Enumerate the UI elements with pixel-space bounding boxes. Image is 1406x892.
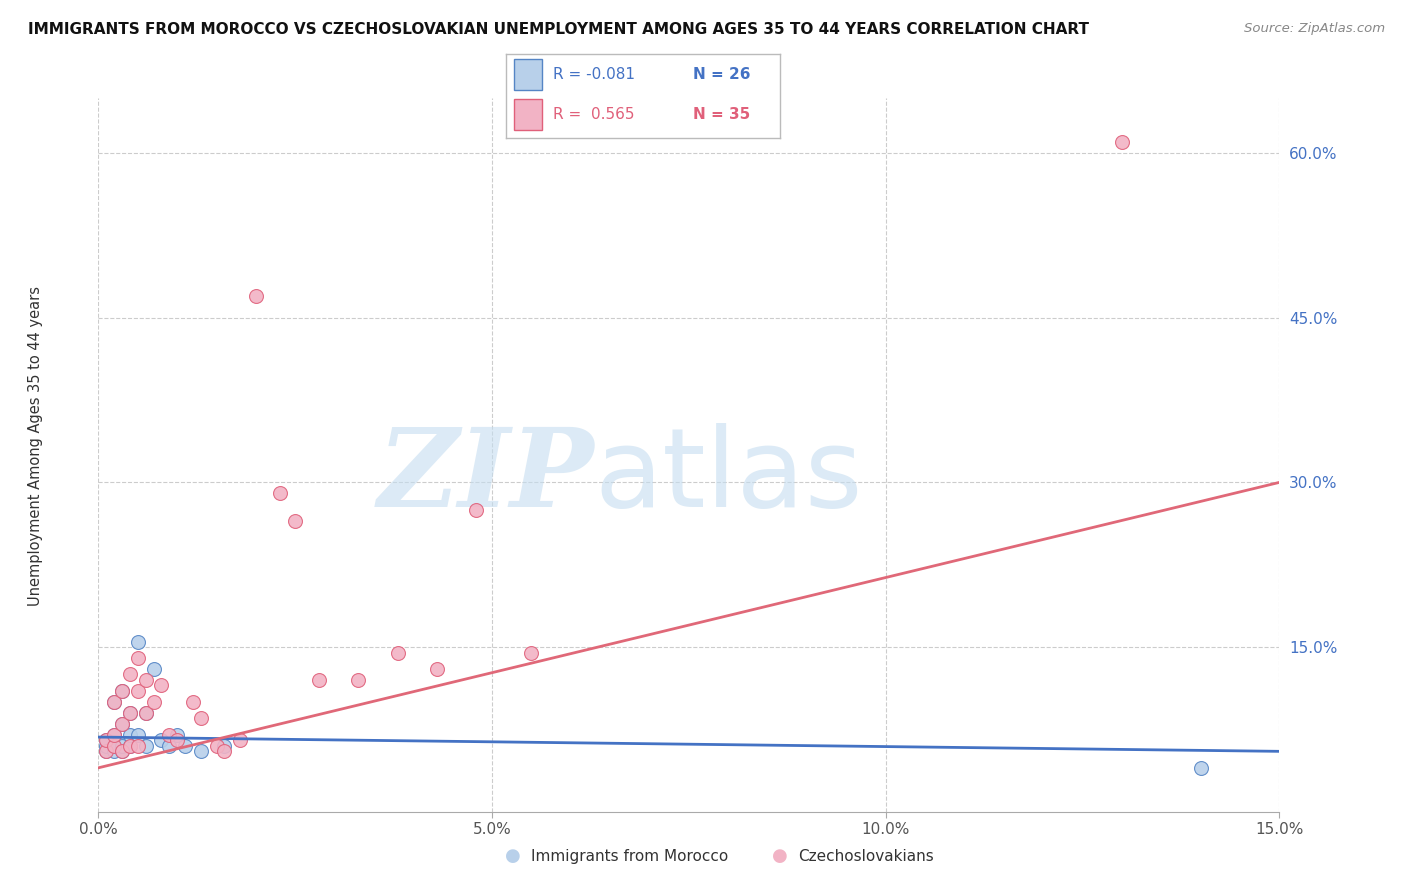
- Text: R = -0.081: R = -0.081: [553, 67, 634, 82]
- Point: [103, 695, 125, 709]
- Point: [150, 733, 173, 747]
- Point: [135, 706, 157, 720]
- Text: ●: ●: [772, 847, 789, 865]
- Point: [111, 684, 134, 698]
- Point: [465, 503, 488, 517]
- Point: [96, 739, 118, 753]
- Point: [111, 744, 134, 758]
- Point: [135, 706, 157, 720]
- Point: [127, 634, 149, 648]
- Point: [426, 662, 449, 676]
- Point: [135, 739, 157, 753]
- Point: [103, 728, 125, 742]
- Point: [347, 673, 370, 687]
- Point: [111, 744, 134, 758]
- Bar: [515, 60, 541, 90]
- Bar: [515, 99, 541, 130]
- Point: [166, 733, 188, 747]
- Point: [96, 744, 118, 758]
- Point: [127, 684, 149, 698]
- Point: [1111, 135, 1133, 149]
- Point: [118, 667, 141, 681]
- Point: [111, 684, 134, 698]
- Point: [96, 733, 118, 747]
- Point: [111, 717, 134, 731]
- Point: [127, 728, 149, 742]
- Point: [157, 728, 180, 742]
- Text: ●: ●: [505, 847, 522, 865]
- Text: N = 26: N = 26: [693, 67, 749, 82]
- Point: [214, 744, 236, 758]
- Point: [118, 706, 141, 720]
- Text: Czechoslovakians: Czechoslovakians: [799, 849, 935, 863]
- Point: [157, 739, 180, 753]
- Point: [103, 739, 125, 753]
- Point: [142, 662, 165, 676]
- Point: [520, 646, 543, 660]
- Point: [205, 739, 228, 753]
- Point: [1189, 761, 1212, 775]
- Point: [111, 717, 134, 731]
- Point: [118, 728, 141, 742]
- Text: atlas: atlas: [595, 423, 863, 530]
- Point: [118, 739, 141, 753]
- Point: [103, 728, 125, 742]
- Text: Unemployment Among Ages 35 to 44 years: Unemployment Among Ages 35 to 44 years: [28, 286, 42, 606]
- Point: [118, 739, 141, 753]
- Point: [245, 289, 267, 303]
- Point: [103, 695, 125, 709]
- Point: [127, 651, 149, 665]
- Text: Source: ZipAtlas.com: Source: ZipAtlas.com: [1244, 22, 1385, 36]
- Point: [96, 733, 118, 747]
- Point: [190, 711, 212, 725]
- Point: [214, 739, 236, 753]
- Point: [387, 646, 409, 660]
- Point: [308, 673, 330, 687]
- Text: IMMIGRANTS FROM MOROCCO VS CZECHOSLOVAKIAN UNEMPLOYMENT AMONG AGES 35 TO 44 YEAR: IMMIGRANTS FROM MOROCCO VS CZECHOSLOVAKI…: [28, 22, 1090, 37]
- Point: [135, 673, 157, 687]
- Point: [181, 695, 204, 709]
- Point: [284, 514, 307, 528]
- Text: ZIP: ZIP: [378, 423, 595, 530]
- Point: [150, 678, 173, 692]
- Text: Immigrants from Morocco: Immigrants from Morocco: [531, 849, 728, 863]
- Point: [103, 744, 125, 758]
- Point: [269, 486, 291, 500]
- Point: [103, 739, 125, 753]
- Point: [229, 733, 252, 747]
- Point: [190, 744, 212, 758]
- Point: [166, 728, 188, 742]
- Point: [174, 739, 197, 753]
- Point: [142, 695, 165, 709]
- Text: N = 35: N = 35: [693, 107, 749, 122]
- Point: [111, 739, 134, 753]
- Point: [96, 744, 118, 758]
- Text: R =  0.565: R = 0.565: [553, 107, 634, 122]
- Point: [127, 739, 149, 753]
- Point: [118, 706, 141, 720]
